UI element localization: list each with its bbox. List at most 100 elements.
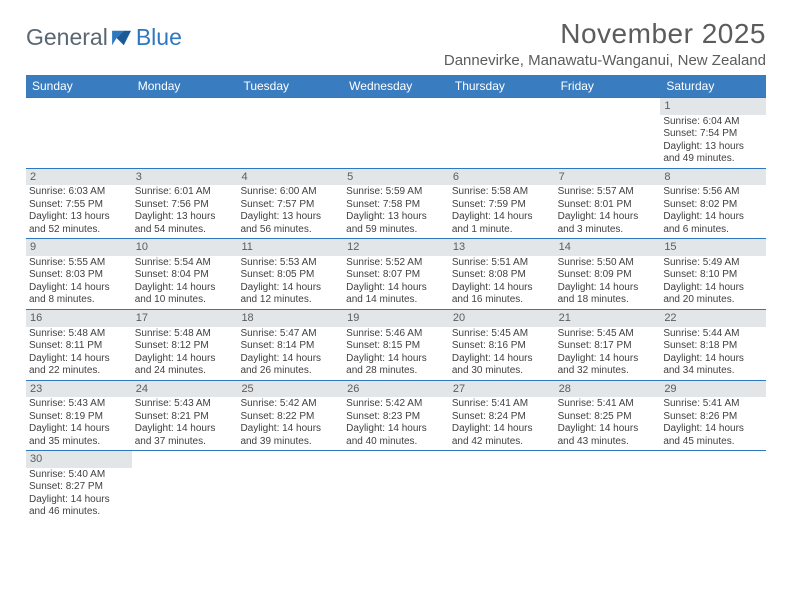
sunrise-text: Sunrise: 6:01 AM xyxy=(135,186,235,199)
sunset-text: Sunset: 8:10 PM xyxy=(663,269,763,282)
location-subtitle: Dannevirke, Manawatu-Wanganui, New Zeala… xyxy=(444,52,766,69)
day-details: Sunrise: 5:50 AMSunset: 8:09 PMDaylight:… xyxy=(555,256,661,309)
calendar-cell: 13Sunrise: 5:51 AMSunset: 8:08 PMDayligh… xyxy=(449,239,555,309)
calendar-week-row: 30Sunrise: 5:40 AMSunset: 8:27 PMDayligh… xyxy=(26,451,766,521)
daylight-text: Daylight: 13 hours and 52 minutes. xyxy=(29,211,129,236)
daylight-text: Daylight: 14 hours and 1 minute. xyxy=(452,211,552,236)
day-number: 4 xyxy=(237,169,343,186)
sunset-text: Sunset: 8:16 PM xyxy=(452,340,552,353)
sunset-text: Sunset: 8:27 PM xyxy=(29,481,129,494)
daylight-text: Daylight: 14 hours and 16 minutes. xyxy=(452,282,552,307)
weekday-header: Wednesday xyxy=(343,75,449,97)
day-details: Sunrise: 5:47 AMSunset: 8:14 PMDaylight:… xyxy=(237,327,343,380)
day-number xyxy=(343,98,449,115)
sunrise-text: Sunrise: 5:45 AM xyxy=(558,328,658,341)
weekday-header: Saturday xyxy=(660,75,766,97)
day-number: 24 xyxy=(132,381,238,398)
calendar-cell: 27Sunrise: 5:41 AMSunset: 8:24 PMDayligh… xyxy=(449,381,555,451)
day-number: 15 xyxy=(660,239,766,256)
calendar-cell: 30Sunrise: 5:40 AMSunset: 8:27 PMDayligh… xyxy=(26,451,132,521)
day-number: 18 xyxy=(237,310,343,327)
day-number: 29 xyxy=(660,381,766,398)
sunrise-text: Sunrise: 6:00 AM xyxy=(240,186,340,199)
day-number: 5 xyxy=(343,169,449,186)
header: General Blue November 2025 Dannevirke, M… xyxy=(26,18,766,69)
calendar-cell: 4Sunrise: 6:00 AMSunset: 7:57 PMDaylight… xyxy=(237,169,343,239)
sunset-text: Sunset: 8:25 PM xyxy=(558,411,658,424)
sunrise-text: Sunrise: 5:47 AM xyxy=(240,328,340,341)
logo: General Blue xyxy=(26,24,182,51)
day-details xyxy=(555,115,661,118)
daylight-text: Daylight: 14 hours and 39 minutes. xyxy=(240,423,340,448)
calendar-week-row: 1Sunrise: 6:04 AMSunset: 7:54 PMDaylight… xyxy=(26,98,766,169)
sunset-text: Sunset: 7:59 PM xyxy=(452,199,552,212)
daylight-text: Daylight: 14 hours and 43 minutes. xyxy=(558,423,658,448)
day-details: Sunrise: 5:41 AMSunset: 8:25 PMDaylight:… xyxy=(555,397,661,450)
daylight-text: Daylight: 14 hours and 22 minutes. xyxy=(29,353,129,378)
title-block: November 2025 Dannevirke, Manawatu-Wanga… xyxy=(444,18,766,69)
day-details: Sunrise: 5:42 AMSunset: 8:22 PMDaylight:… xyxy=(237,397,343,450)
day-details xyxy=(237,115,343,118)
day-details: Sunrise: 5:54 AMSunset: 8:04 PMDaylight:… xyxy=(132,256,238,309)
calendar-cell: 3Sunrise: 6:01 AMSunset: 7:56 PMDaylight… xyxy=(132,169,238,239)
day-number xyxy=(237,451,343,468)
calendar-cell: 7Sunrise: 5:57 AMSunset: 8:01 PMDaylight… xyxy=(555,169,661,239)
day-details xyxy=(343,115,449,118)
calendar-cell: 24Sunrise: 5:43 AMSunset: 8:21 PMDayligh… xyxy=(132,381,238,451)
weekday-header: Sunday xyxy=(26,75,132,97)
sunrise-text: Sunrise: 5:48 AM xyxy=(29,328,129,341)
day-details: Sunrise: 6:01 AMSunset: 7:56 PMDaylight:… xyxy=(132,185,238,238)
calendar-week-row: 9Sunrise: 5:55 AMSunset: 8:03 PMDaylight… xyxy=(26,239,766,310)
day-details xyxy=(26,115,132,118)
sunrise-text: Sunrise: 5:41 AM xyxy=(663,398,763,411)
sunrise-text: Sunrise: 5:58 AM xyxy=(452,186,552,199)
day-details: Sunrise: 5:57 AMSunset: 8:01 PMDaylight:… xyxy=(555,185,661,238)
sunset-text: Sunset: 8:11 PM xyxy=(29,340,129,353)
day-details: Sunrise: 5:41 AMSunset: 8:24 PMDaylight:… xyxy=(449,397,555,450)
day-details: Sunrise: 5:59 AMSunset: 7:58 PMDaylight:… xyxy=(343,185,449,238)
day-number xyxy=(449,451,555,468)
day-details xyxy=(449,468,555,471)
day-number xyxy=(132,451,238,468)
sunrise-text: Sunrise: 5:49 AM xyxy=(663,257,763,270)
daylight-text: Daylight: 14 hours and 46 minutes. xyxy=(29,494,129,519)
sunrise-text: Sunrise: 5:43 AM xyxy=(135,398,235,411)
day-number: 30 xyxy=(26,451,132,468)
sunset-text: Sunset: 8:15 PM xyxy=(346,340,446,353)
day-details: Sunrise: 5:55 AMSunset: 8:03 PMDaylight:… xyxy=(26,256,132,309)
weekday-header: Friday xyxy=(555,75,661,97)
calendar-cell: 14Sunrise: 5:50 AMSunset: 8:09 PMDayligh… xyxy=(555,239,661,309)
day-details: Sunrise: 5:43 AMSunset: 8:21 PMDaylight:… xyxy=(132,397,238,450)
sunset-text: Sunset: 8:14 PM xyxy=(240,340,340,353)
day-details: Sunrise: 5:42 AMSunset: 8:23 PMDaylight:… xyxy=(343,397,449,450)
sunset-text: Sunset: 8:17 PM xyxy=(558,340,658,353)
sunrise-text: Sunrise: 5:51 AM xyxy=(452,257,552,270)
calendar-cell-empty xyxy=(343,98,449,168)
sunset-text: Sunset: 8:04 PM xyxy=(135,269,235,282)
daylight-text: Daylight: 14 hours and 34 minutes. xyxy=(663,353,763,378)
sunset-text: Sunset: 8:24 PM xyxy=(452,411,552,424)
calendar-cell: 26Sunrise: 5:42 AMSunset: 8:23 PMDayligh… xyxy=(343,381,449,451)
day-number: 20 xyxy=(449,310,555,327)
sunrise-text: Sunrise: 5:50 AM xyxy=(558,257,658,270)
sunset-text: Sunset: 8:23 PM xyxy=(346,411,446,424)
sunset-text: Sunset: 7:56 PM xyxy=(135,199,235,212)
day-number: 9 xyxy=(26,239,132,256)
day-number: 28 xyxy=(555,381,661,398)
daylight-text: Daylight: 14 hours and 37 minutes. xyxy=(135,423,235,448)
day-details: Sunrise: 5:48 AMSunset: 8:12 PMDaylight:… xyxy=(132,327,238,380)
daylight-text: Daylight: 14 hours and 12 minutes. xyxy=(240,282,340,307)
logo-text-general: General xyxy=(26,24,108,51)
sunrise-text: Sunrise: 5:56 AM xyxy=(663,186,763,199)
sunrise-text: Sunrise: 5:57 AM xyxy=(558,186,658,199)
sunset-text: Sunset: 8:18 PM xyxy=(663,340,763,353)
sunset-text: Sunset: 8:05 PM xyxy=(240,269,340,282)
daylight-text: Daylight: 14 hours and 20 minutes. xyxy=(663,282,763,307)
sunrise-text: Sunrise: 6:04 AM xyxy=(663,116,763,129)
calendar-cell: 8Sunrise: 5:56 AMSunset: 8:02 PMDaylight… xyxy=(660,169,766,239)
day-details: Sunrise: 5:40 AMSunset: 8:27 PMDaylight:… xyxy=(26,468,132,521)
calendar-cell: 11Sunrise: 5:53 AMSunset: 8:05 PMDayligh… xyxy=(237,239,343,309)
sunrise-text: Sunrise: 5:46 AM xyxy=(346,328,446,341)
sunset-text: Sunset: 8:19 PM xyxy=(29,411,129,424)
calendar-grid: SundayMondayTuesdayWednesdayThursdayFrid… xyxy=(26,75,766,521)
